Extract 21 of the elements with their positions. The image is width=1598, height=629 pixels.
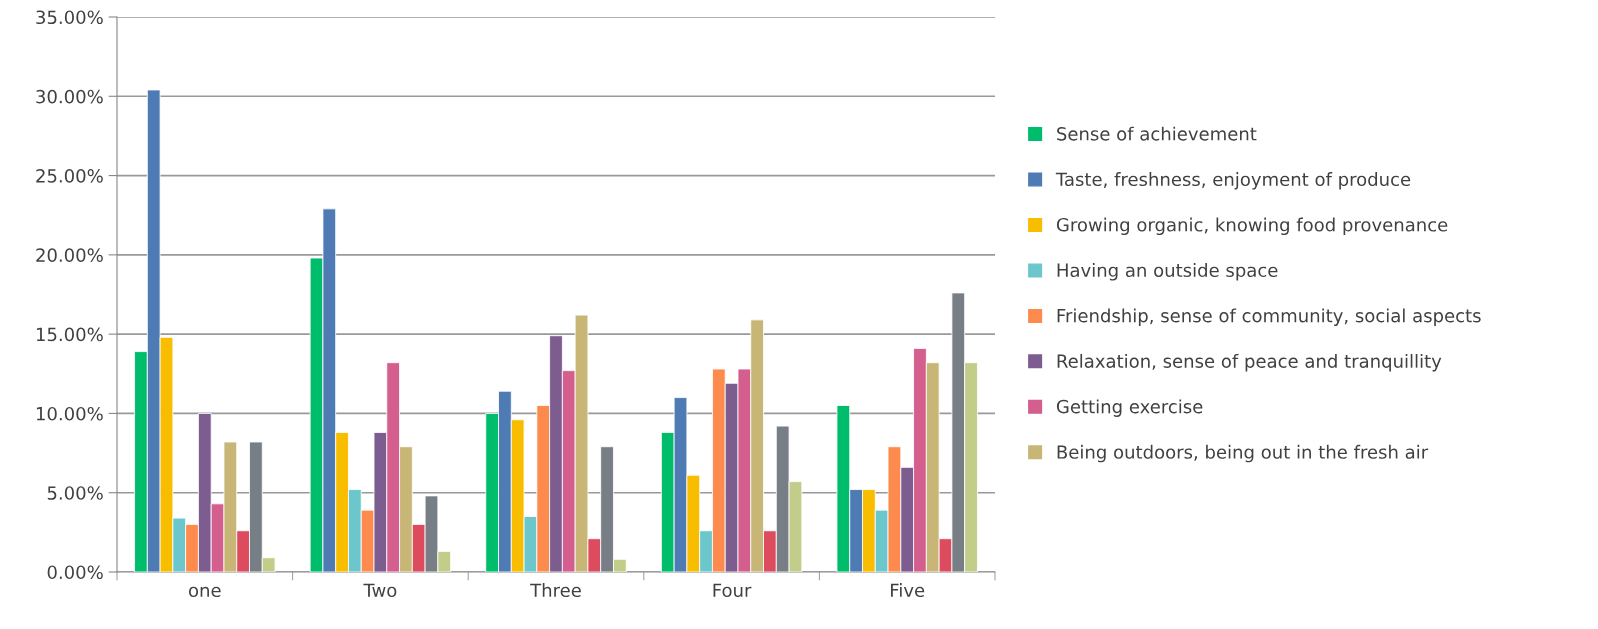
- legend-label: Growing organic, knowing food provenance: [1056, 217, 1448, 236]
- legend-label: Having an outside space: [1057, 263, 1278, 281]
- x-tick-label: one: [189, 586, 221, 598]
- x-tick-label: Two: [363, 583, 397, 598]
- y-tick-label: 35.00%: [36, 10, 103, 25]
- y-tick-label: 10.00%: [36, 406, 103, 421]
- y-tick-label: 5.00%: [47, 486, 103, 500]
- x-tick-label: Five: [891, 583, 925, 598]
- x-tick-label: Four: [713, 583, 752, 598]
- legend-label: Friendship, sense of community, social aspects: [1057, 308, 1481, 326]
- legend-label: Sense of achievement: [1057, 126, 1257, 141]
- legend-label: Getting exercise: [1056, 399, 1203, 417]
- x-tick-label: Three: [530, 583, 581, 598]
- legend-label: Being outdoors, being out in the fresh air: [1057, 444, 1429, 463]
- y-tick-label: 20.00%: [36, 248, 103, 262]
- legend-label: Relaxation, sense of peace and tranquillity: [1057, 353, 1442, 372]
- y-tick-label: 25.00%: [36, 169, 103, 183]
- y-tick-label: 0.00%: [47, 565, 103, 580]
- y-tick-label: 30.00%: [36, 89, 103, 104]
- legend-label: Taste, freshness, enjoyment of produce: [1055, 172, 1411, 190]
- y-tick-label: 15.00%: [36, 327, 103, 342]
